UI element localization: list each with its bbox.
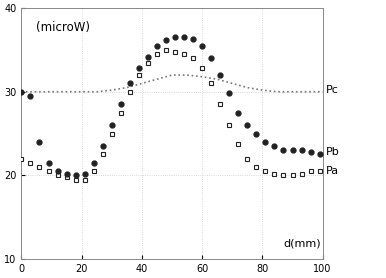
Text: Pb: Pb [326, 147, 339, 157]
Text: d(mm): d(mm) [283, 239, 321, 249]
Text: Pa: Pa [326, 166, 339, 176]
Text: (microW): (microW) [36, 21, 90, 34]
Text: Pc: Pc [326, 85, 339, 95]
